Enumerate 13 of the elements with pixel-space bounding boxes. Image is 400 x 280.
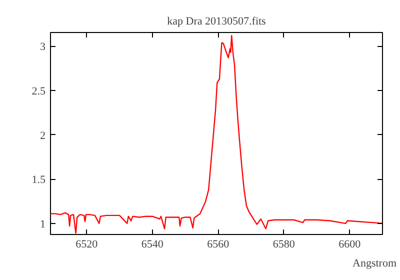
y-tick-label: 3: [40, 41, 46, 54]
y-tick-label: 1.5: [32, 174, 46, 186]
x-tick-label: 6560: [207, 238, 230, 250]
y-tick-label: 2: [40, 130, 46, 142]
x-tick-label: 6520: [76, 238, 98, 250]
line-series: [50, 35, 382, 234]
chart-title: kap Dra 20130507.fits: [167, 16, 266, 28]
y-tick-label: 2.5: [32, 86, 46, 98]
x-axis-title: Angstrom: [352, 258, 397, 270]
x-tick-label: 6600: [338, 238, 362, 250]
y-tick-label: 1: [40, 218, 46, 230]
x-tick-label: 6580: [272, 238, 296, 250]
x-tick-label: 6540: [141, 238, 164, 250]
